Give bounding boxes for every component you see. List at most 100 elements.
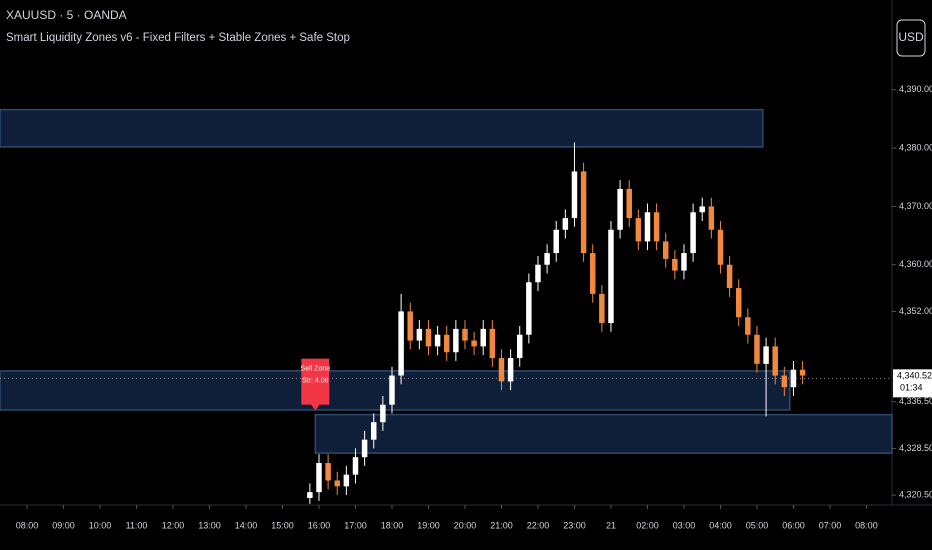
candle-body [462,328,468,341]
candle-body [416,328,423,341]
liquidity-zone [0,108,764,148]
x-tick-label: 14:00 [235,520,258,530]
candle-body [781,375,788,388]
liquidity-zone [0,370,791,411]
candle-body [599,293,605,324]
candle-body [662,241,669,259]
candle-body [562,218,569,230]
y-tick-label: 4,328.500 [899,443,932,453]
candle-body [653,212,660,242]
candle-body [571,171,578,219]
x-tick-label: 21:00 [490,520,513,530]
last-price-label: 4,340.520 [897,371,932,381]
candle-body [334,480,340,487]
candle-body [498,358,505,382]
candle-body [471,340,477,347]
countdown: 01:34 [900,383,923,393]
candle-body [772,346,778,376]
candle-body [672,258,678,271]
x-tick-label: 08:00 [855,520,878,530]
candle-body [745,317,751,335]
x-tick-label: 05:00 [746,520,769,530]
candle-body [380,404,386,423]
candle-body [352,457,359,475]
x-tick-label: 11:00 [126,520,148,530]
x-tick-label: 10:00 [89,520,112,530]
candle-body [580,171,587,254]
zone-label-text: Str: 4.08 [302,377,329,384]
y-tick-label: 4,320.500 [899,489,932,499]
zone-label-box [301,358,330,411]
y-tick-label: 4,336.500 [899,396,932,406]
x-tick-label: 16:00 [308,520,331,530]
x-tick-label: 19:00 [417,520,440,530]
candle-body [717,229,724,265]
x-tick-label: 03:00 [673,520,696,530]
candle-body [763,346,769,364]
x-tick-label: 07:00 [819,520,842,530]
currency[interactable]: USD [898,30,924,44]
x-tick-label: 20:00 [454,520,477,530]
candle-body [443,334,450,353]
symbol: XAUUSD · 5 · OANDA [6,8,127,22]
x-tick-label: 17:00 [344,520,367,530]
candle-body [361,439,368,458]
x-tick-label: 02:00 [636,520,659,530]
candle-body [790,369,797,388]
candle-body [681,253,687,271]
x-tick-label: 06:00 [782,520,805,530]
x-tick-label: 21 [606,520,616,530]
candle-body [307,492,313,499]
x-tick-label: 09:00 [52,520,75,530]
candle-body [453,328,459,353]
candle-body [735,288,742,318]
y-tick-label: 4,352.000 [899,306,932,316]
candle-body [370,422,377,440]
candle-body [343,474,350,487]
candle-body [516,334,523,359]
candle-body [699,206,705,213]
y-tick-label: 4,390.000 [899,84,932,94]
x-tick-label: 12:00 [162,520,185,530]
plot [0,108,893,504]
zone-label-text: Sell Zone [301,365,331,372]
x-tick-label: 22:00 [527,520,550,530]
candle-body [398,311,404,376]
x-tick-label: 15:00 [271,520,294,530]
candle-body [617,188,623,230]
candle-body [553,229,559,254]
candle-body [589,253,596,294]
candle-body [544,253,550,265]
candle-body [489,328,496,359]
x-tick-label: 04:00 [709,520,732,530]
x-tick-label: 13:00 [198,520,221,530]
candle-body [407,311,413,341]
candle-body [507,358,514,382]
candle-body [316,463,322,493]
x-tick-label: 18:00 [381,520,404,530]
candle-body [425,328,432,347]
candle-body [526,282,532,335]
candle-body [754,334,760,364]
x-tick-label: 23:00 [563,520,586,530]
candle-body [644,212,651,242]
currency-button[interactable] [896,19,926,57]
candle-body [434,334,441,347]
candle-body [535,264,541,283]
x-tick-label: 08:00 [16,520,39,530]
candle-body [626,188,632,219]
candle-body [325,463,331,481]
candle-body [480,328,486,347]
candle-body [799,369,806,376]
y-tick-label: 4,380.000 [899,142,932,152]
candle-body [726,264,733,289]
indicator-title: Smart Liquidity Zones v6 - Fixed Filters… [6,32,350,44]
last-price-badge [893,369,932,398]
liquidity-zone [314,413,893,454]
candle-body [635,218,642,242]
y-tick-label: 4,370.000 [899,201,932,211]
candle-body [608,229,614,324]
